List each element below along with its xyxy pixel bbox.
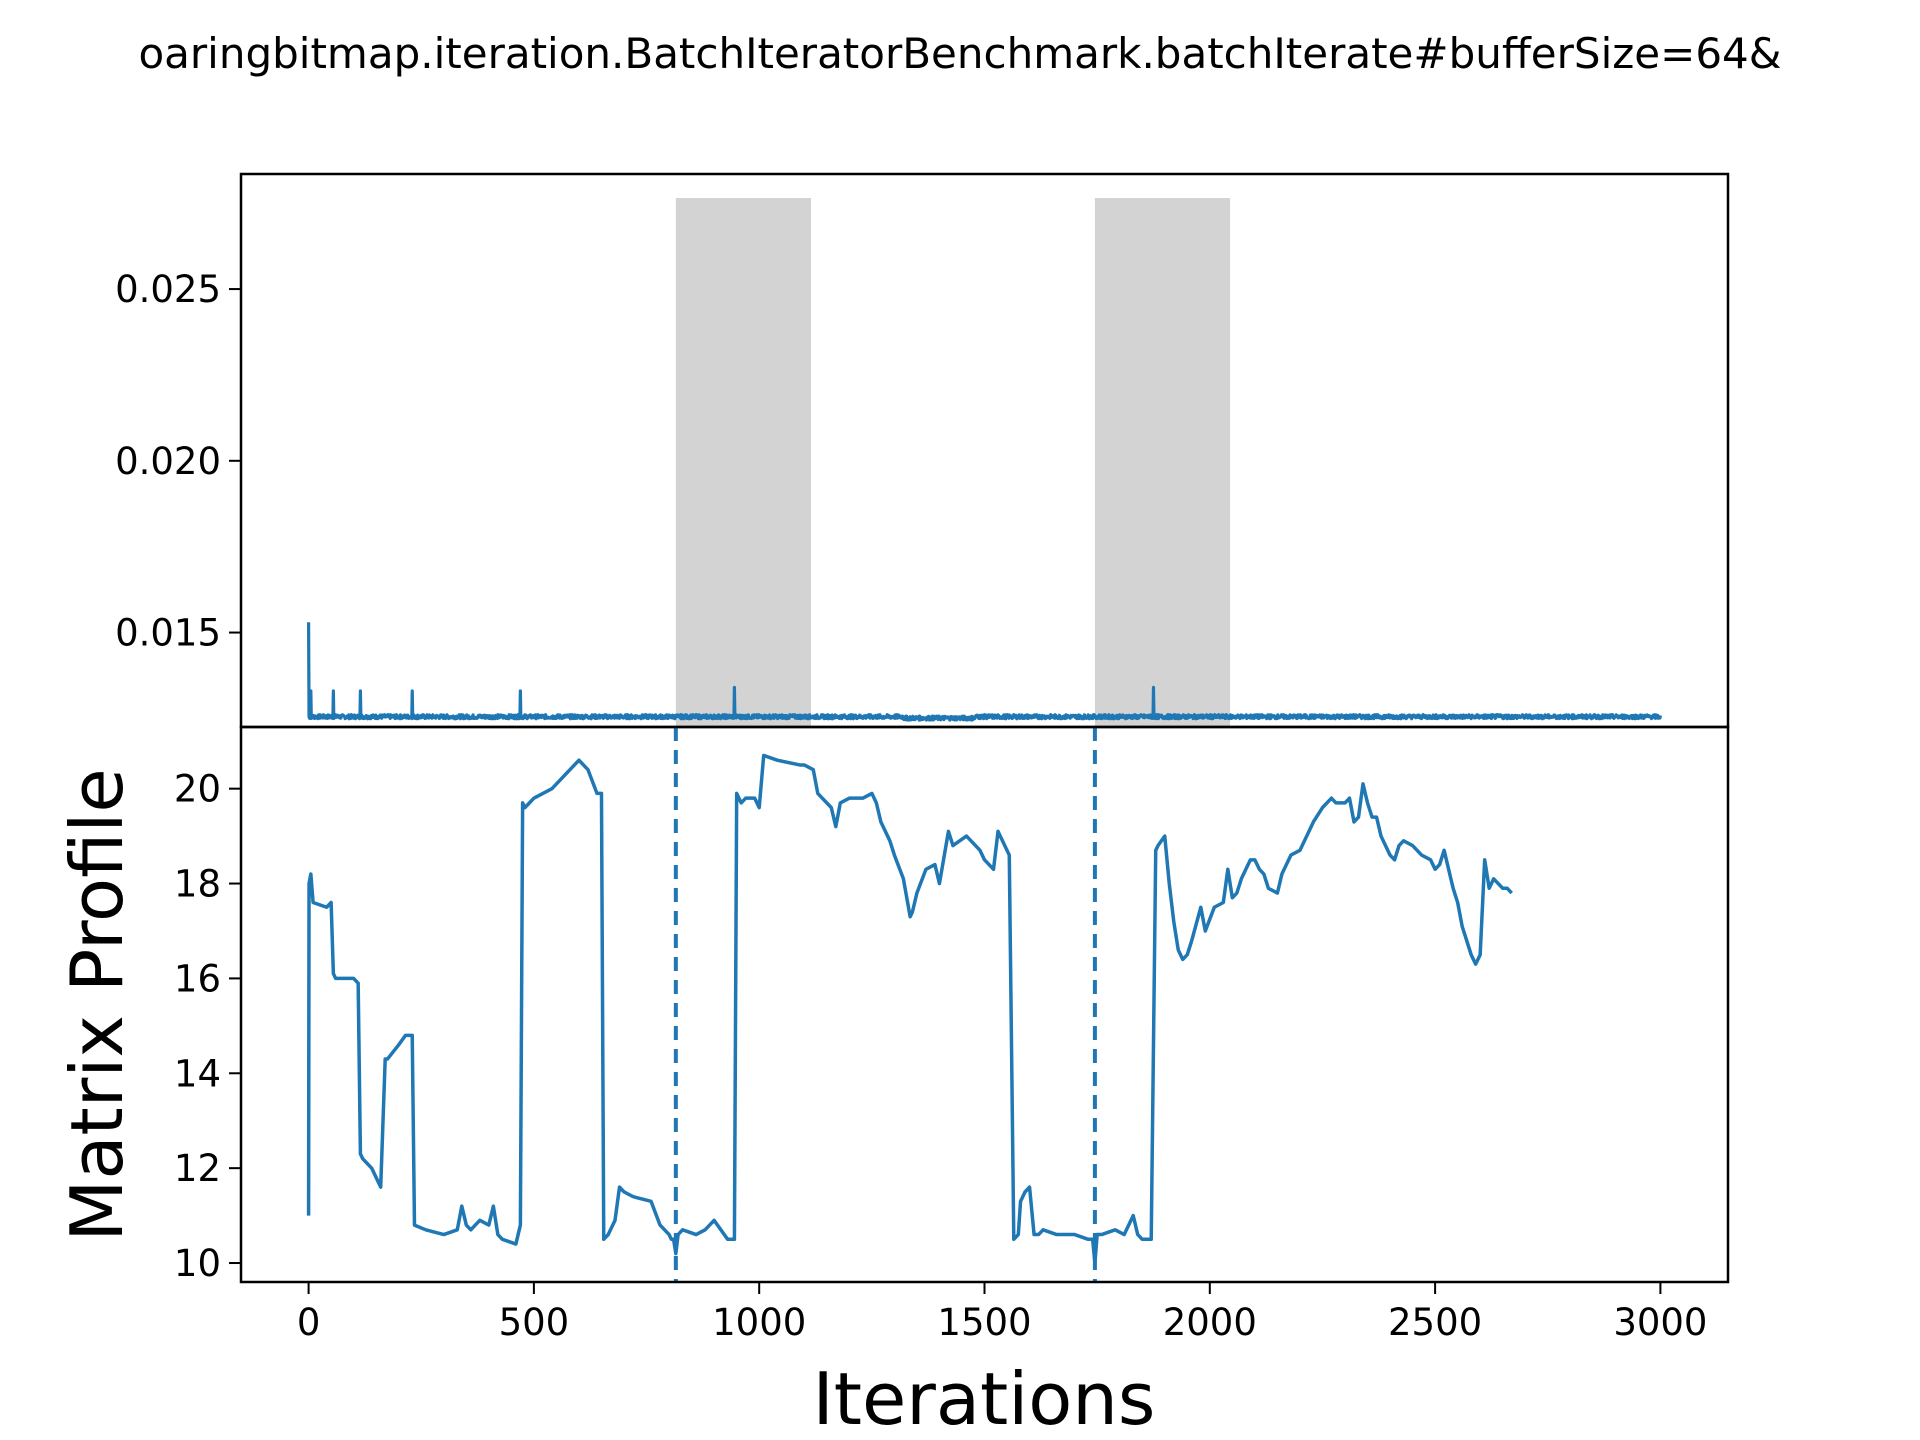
y-tick-label: 0.025: [115, 268, 221, 311]
motif-markers: [673, 727, 1097, 1282]
matrix-profile-y-ticks: 10 12 14 16 18 20: [174, 768, 241, 1285]
x-tick-label: 2000: [1163, 1301, 1257, 1344]
matrix-profile-panel: 10 12 14 16 18 20 0 500 1000 1500 2000 2500 3000: [174, 725, 1730, 1344]
x-tick-label: 2500: [1388, 1301, 1482, 1344]
timeseries-line: [306, 622, 1662, 722]
chart-title: oaringbitmap.iteration.BatchIteratorBenc…: [138, 29, 1781, 78]
x-ticks: 0 500 1000 1500 2000 2500 3000: [297, 1282, 1707, 1344]
x-tick-label: 0: [297, 1301, 321, 1344]
y-tick-label: 10: [174, 1242, 221, 1285]
x-tick-label: 1000: [712, 1301, 806, 1344]
timeseries-y-ticks: 0.015 0.020 0.025: [115, 268, 241, 655]
shaded-regions: [675, 198, 1231, 727]
x-tick-label: 1500: [937, 1301, 1031, 1344]
x-tick-label: 3000: [1613, 1301, 1707, 1344]
y-tick-label: 14: [174, 1052, 221, 1095]
matrix-profile-line: [306, 753, 1513, 1265]
matrix-profile-line-group: [306, 753, 1513, 1265]
y-tick-label: 18: [174, 863, 221, 906]
y-tick-label: 0.020: [115, 440, 221, 483]
shaded-region: [1094, 198, 1231, 727]
x-axis-label: Iterations: [813, 1357, 1156, 1440]
x-tick-label: 500: [499, 1301, 570, 1344]
y-tick-label: 12: [174, 1147, 221, 1190]
y-tick-label: 20: [174, 768, 221, 811]
y-tick-label: 0.015: [115, 612, 221, 655]
y-tick-label: 16: [174, 957, 221, 1000]
shaded-region: [675, 198, 812, 727]
y-axis-label: Matrix Profile: [55, 768, 139, 1241]
timeseries-line-group: [306, 622, 1662, 722]
